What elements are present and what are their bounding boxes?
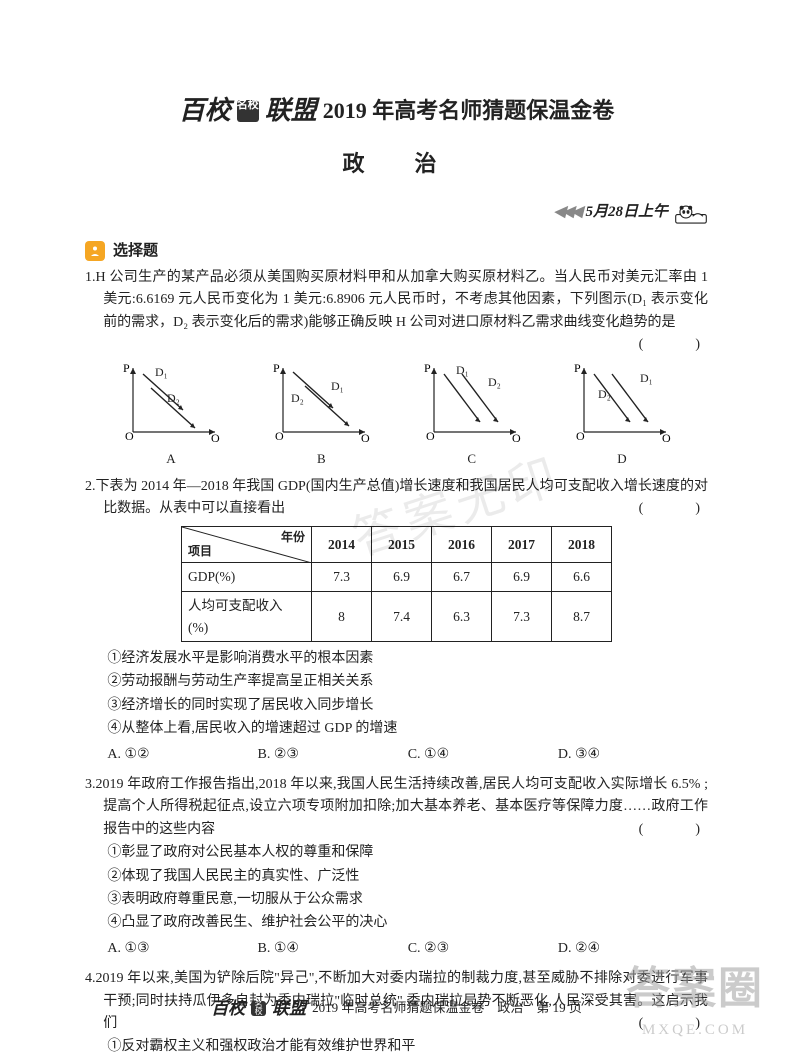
footer-brand-rest: 联盟: [272, 995, 306, 1022]
q1-chart-label-c: C: [412, 449, 532, 470]
svg-text:D₂: D₂: [598, 387, 611, 401]
q1-charts-row: P Q O D₁ D₂ A P Q O D₁ D₂ B: [111, 362, 682, 469]
subject-heading: 政 治: [85, 146, 708, 181]
brand-script: 百校: [179, 90, 231, 132]
svg-text:P: P: [574, 362, 581, 375]
svg-text:Q: Q: [512, 431, 521, 442]
q1-chart-d: P Q O D₁ D₂ D: [562, 362, 682, 469]
section-header: 选择题: [85, 239, 708, 263]
svg-text:P: P: [273, 362, 280, 375]
svg-text:Q: Q: [662, 431, 671, 442]
q2-stem: 下表为 2014 年—2018 年我国 GDP(国内生产总值)增长速度和我国居民…: [96, 479, 709, 516]
q2-circled-2: ②劳动报酬与劳动生产率提高呈正相关关系: [107, 671, 708, 693]
q3-circled-list: ①彰显了政府对公民基本人权的尊重和保障②体现了我国人民民主的真实性、广泛性③表明…: [85, 842, 708, 935]
q2-circled-3: ③经济增长的同时实现了居民收入同步增长: [107, 695, 708, 717]
q2-circled-1: ①经济发展水平是影响消费水平的根本因素: [107, 648, 708, 670]
q3-stem-wrap: 3.2019 年政府工作报告指出,2018 年以来,我国人民生活持续改善,居民人…: [85, 774, 708, 841]
q3-opt-a: A. ①③: [107, 938, 257, 960]
q3-circled-4: ④凸显了政府改善民生、维护社会公平的决心: [107, 912, 708, 934]
svg-text:D₂: D₂: [167, 391, 180, 405]
q1-chart-label-d: D: [562, 449, 682, 470]
q3-circled-1: ①彰显了政府对公民基本人权的尊重和保障: [107, 842, 708, 864]
q3-answer-blank: ( ): [657, 819, 708, 841]
q2-circled-list: ①经济发展水平是影响消费水平的根本因素②劳动报酬与劳动生产率提高呈正相关关系③经…: [85, 648, 708, 741]
svg-text:O: O: [426, 429, 435, 442]
q3-number: 3.: [85, 777, 96, 792]
q3-opt-b: B. ①④: [258, 938, 408, 960]
svg-text:Q: Q: [211, 431, 220, 442]
q2-answer-blank: ( ): [657, 498, 708, 520]
svg-text:O: O: [275, 429, 284, 442]
q1-chart-c: P Q O D₁D₂ C: [412, 362, 532, 469]
q2-circled-4: ④从整体上看,居民收入的增速超过 GDP 的增速: [107, 718, 708, 740]
q2-opt-a: A. ①②: [107, 744, 257, 766]
section-badge-icon: [85, 241, 105, 261]
q3-options: A. ①③ B. ①④ C. ②③ D. ②④: [85, 936, 708, 962]
q1-stem-wrap: 1.H 公司生产的某产品必须从美国购买原材料甲和从加拿大购买原材料乙。当人民币对…: [85, 267, 708, 357]
q2-opt-c: C. ①④: [408, 744, 558, 766]
arrow-left-icon: ◀◀◀: [554, 200, 580, 224]
q1-number: 1.: [85, 270, 96, 285]
page-title: 百校 名校 联盟 2019 年高考名师猜题保温金卷: [85, 90, 708, 132]
q2-number: 2.: [85, 479, 96, 494]
q2-opt-b: B. ②③: [258, 744, 408, 766]
q1-chart-label-a: A: [111, 449, 231, 470]
q4-number: 4.: [85, 971, 96, 986]
svg-text:D₁: D₁: [640, 371, 653, 385]
svg-text:P: P: [424, 362, 431, 375]
svg-text:D₂: D₂: [488, 375, 501, 389]
footer-text: 2019 年高考名师猜题保温金卷 政治 第 19 页: [312, 998, 582, 1019]
footer-brand-script: 百校: [211, 995, 245, 1022]
q3-opt-d: D. ②④: [558, 938, 708, 960]
q2-options: A. ①② B. ②③ C. ①④ D. ③④: [85, 742, 708, 768]
footer-brand-seal-icon: 名校: [251, 1001, 266, 1016]
page-footer: 百校 名校 联盟 2019 年高考名师猜题保温金卷 政治 第 19 页: [0, 995, 793, 1022]
date-text: 5月28日上午: [585, 200, 668, 224]
q2-table: 年份项目20142015201620172018GDP(%)7.36.96.76…: [181, 526, 612, 642]
svg-text:D₂: D₂: [291, 391, 304, 405]
q2-opt-d: D. ③④: [558, 744, 708, 766]
question-2: 2.下表为 2014 年—2018 年我国 GDP(国内生产总值)增长速度和我国…: [85, 476, 708, 769]
q1-chart-label-b: B: [261, 449, 381, 470]
question-1: 1.H 公司生产的某产品必须从美国购买原材料甲和从加拿大购买原材料乙。当人民币对…: [85, 267, 708, 470]
svg-text:O: O: [125, 429, 134, 442]
svg-text:P: P: [123, 362, 130, 375]
svg-text:D₁: D₁: [331, 379, 344, 393]
svg-text:O: O: [576, 429, 585, 442]
question-3: 3.2019 年政府工作报告指出,2018 年以来,我国人民生活持续改善,居民人…: [85, 774, 708, 962]
brand-rest: 联盟: [265, 90, 317, 132]
q2-stem-wrap: 2.下表为 2014 年—2018 年我国 GDP(国内生产总值)增长速度和我国…: [85, 476, 708, 521]
q1-chart-b: P Q O D₁ D₂ B: [261, 362, 381, 469]
svg-text:Q: Q: [361, 431, 370, 442]
q4-circled-1: ①反对霸权主义和强权政治才能有效维护世界和平: [107, 1036, 708, 1058]
title-year: 2019 年高考名师猜题保温金卷: [323, 93, 615, 128]
panda-icon: [674, 199, 708, 225]
q1-stem: H 公司生产的某产品必须从美国购买原材料甲和从加拿大购买原材料乙。当人民币对美元…: [96, 270, 709, 330]
q3-circled-2: ②体现了我国人民民主的真实性、广泛性: [107, 866, 708, 888]
date-row: ◀◀◀ 5月28日上午: [85, 199, 708, 225]
q1-chart-a: P Q O D₁ D₂ A: [111, 362, 231, 469]
q3-opt-c: C. ②③: [408, 938, 558, 960]
q3-stem: 2019 年政府工作报告指出,2018 年以来,我国人民生活持续改善,居民人均可…: [96, 777, 709, 837]
brand-seal-icon: 名校: [237, 100, 259, 122]
q4-circled-list: ①反对霸权主义和强权政治才能有效维护世界和平: [85, 1036, 708, 1058]
q1-answer-blank: ( ): [657, 334, 708, 356]
section-title: 选择题: [113, 239, 158, 263]
svg-text:D₁: D₁: [155, 365, 168, 379]
q3-circled-3: ③表明政府尊重民意,一切服从于公众需求: [107, 889, 708, 911]
